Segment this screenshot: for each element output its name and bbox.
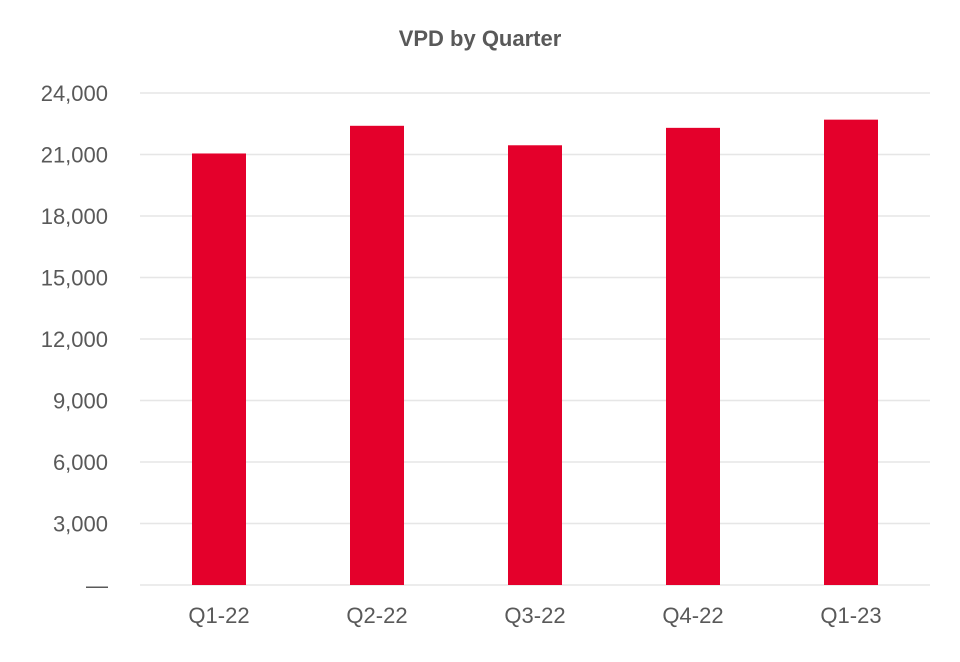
y-tick-label: 18,000 [41,204,108,229]
y-tick-label: 15,000 [41,266,108,291]
x-tick-label: Q1-23 [820,603,881,628]
y-tick-label: 24,000 [41,81,108,106]
chart-title: VPD by Quarter [398,26,562,51]
bar [508,145,562,585]
x-tick-label: Q3-22 [504,603,565,628]
y-tick-label: 21,000 [41,143,108,168]
y-tick-label: 12,000 [41,327,108,352]
y-tick-label: 6,000 [53,450,108,475]
bar [824,119,878,586]
x-tick-label: Q2-22 [346,603,407,628]
y-tick-label: 9,000 [53,389,108,414]
y-tick-label: 3,000 [53,512,108,537]
x-tick-label: Q1-22 [188,603,249,628]
y-tick-label: — [86,573,108,598]
bar [350,125,404,586]
x-tick-label: Q4-22 [662,603,723,628]
bar [666,127,720,585]
bar [192,153,246,585]
